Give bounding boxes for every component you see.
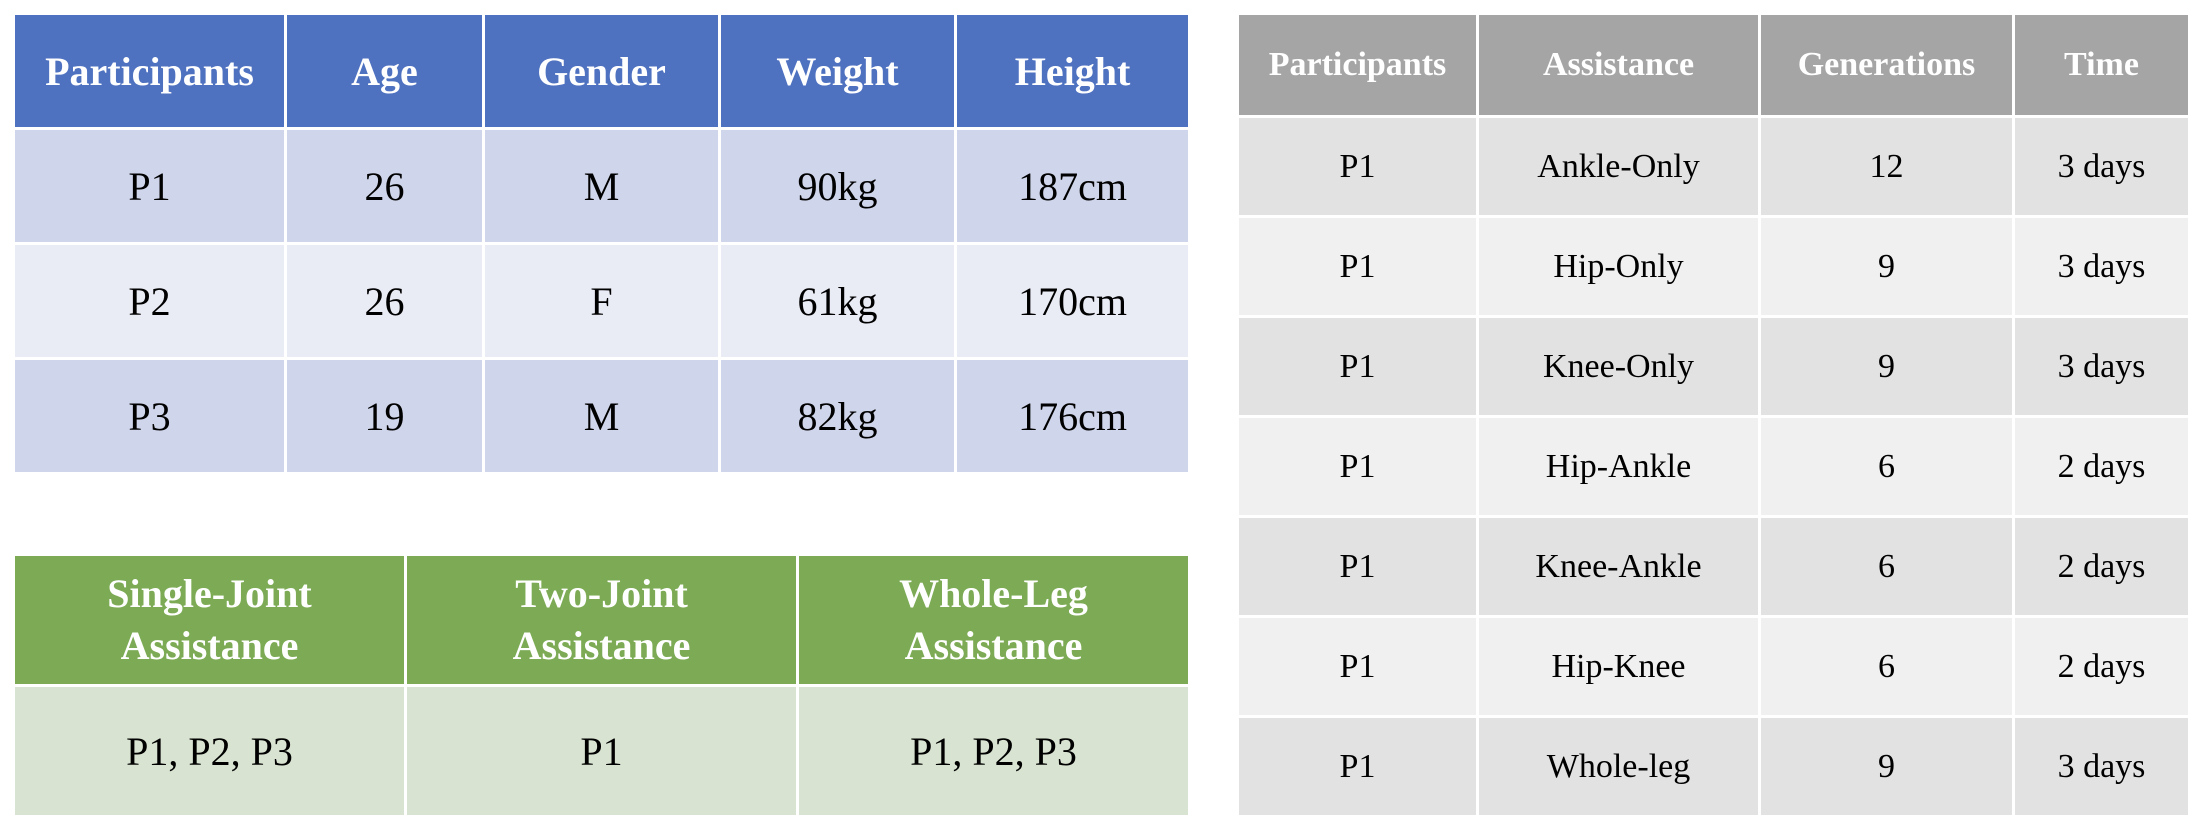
table-row: P1, P2, P3 P1 P1, P2, P3: [12, 684, 1191, 818]
header-line: Single-Joint: [107, 571, 312, 616]
cell-gender: M: [482, 127, 721, 245]
cell-weight: 61kg: [718, 242, 957, 360]
cell-assistance: Knee-Ankle: [1476, 515, 1761, 618]
cell-participant: P1: [1236, 515, 1479, 618]
cell-single-joint: P1, P2, P3: [12, 684, 407, 818]
header-line: Assistance: [904, 623, 1083, 668]
table-row: P3 19 M 82kg 176cm: [12, 357, 1191, 475]
cell-height: 187cm: [954, 127, 1191, 245]
header-single-joint: Single-Joint Assistance: [12, 553, 407, 687]
cell-two-joint: P1: [404, 684, 799, 818]
header-height: Height: [954, 12, 1191, 130]
cell-generations: 9: [1758, 315, 2015, 418]
table-row: P1 Hip-Only 9 3 days: [1236, 215, 2191, 318]
header-two-joint: Two-Joint Assistance: [404, 553, 799, 687]
cell-participant: P2: [12, 242, 287, 360]
cell-whole-leg: P1, P2, P3: [796, 684, 1191, 818]
cell-time: 2 days: [2012, 515, 2191, 618]
header-time: Time: [2012, 12, 2191, 118]
cell-participant: P1: [1236, 615, 1479, 718]
table-row: P1 26 M 90kg 187cm: [12, 127, 1191, 245]
table-row: P1 Ankle-Only 12 3 days: [1236, 115, 2191, 218]
header-age: Age: [284, 12, 485, 130]
cell-time: 3 days: [2012, 215, 2191, 318]
cell-participant: P3: [12, 357, 287, 475]
cell-time: 2 days: [2012, 615, 2191, 718]
cell-age: 26: [284, 127, 485, 245]
table-row: P2 26 F 61kg 170cm: [12, 242, 1191, 360]
header-gender: Gender: [482, 12, 721, 130]
coverage-table: Single-Joint Assistance Two-Joint Assist…: [12, 553, 1191, 818]
cell-participant: P1: [1236, 115, 1479, 218]
header-line: Whole-Leg: [899, 571, 1088, 616]
cell-assistance: Hip-Knee: [1476, 615, 1761, 718]
header-weight: Weight: [718, 12, 957, 130]
cell-participant: P1: [1236, 315, 1479, 418]
cell-time: 3 days: [2012, 315, 2191, 418]
cell-assistance: Knee-Only: [1476, 315, 1761, 418]
header-whole-leg: Whole-Leg Assistance: [796, 553, 1191, 687]
header-participants: Participants: [12, 12, 287, 130]
cell-height: 176cm: [954, 357, 1191, 475]
cell-gender: M: [482, 357, 721, 475]
generations-header-row: Participants Assistance Generations Time: [1236, 12, 2191, 118]
cell-generations: 6: [1758, 615, 2015, 718]
cell-weight: 82kg: [718, 357, 957, 475]
cell-generations: 9: [1758, 715, 2015, 818]
participants-table: Participants Age Gender Weight Height P1…: [12, 12, 1191, 475]
header-generations: Generations: [1758, 12, 2015, 118]
cell-participant: P1: [1236, 715, 1479, 818]
cell-assistance: Hip-Only: [1476, 215, 1761, 318]
table-row: P1 Hip-Ankle 6 2 days: [1236, 415, 2191, 518]
cell-participant: P1: [12, 127, 287, 245]
table-row: P1 Whole-leg 9 3 days: [1236, 715, 2191, 818]
cell-generations: 6: [1758, 415, 2015, 518]
cell-height: 170cm: [954, 242, 1191, 360]
cell-generations: 6: [1758, 515, 2015, 618]
cell-age: 26: [284, 242, 485, 360]
cell-assistance: Ankle-Only: [1476, 115, 1761, 218]
table-row: P1 Knee-Ankle 6 2 days: [1236, 515, 2191, 618]
header-participants: Participants: [1236, 12, 1479, 118]
cell-participant: P1: [1236, 415, 1479, 518]
generations-table: Participants Assistance Generations Time…: [1236, 12, 2191, 818]
cell-time: 3 days: [2012, 715, 2191, 818]
cell-weight: 90kg: [718, 127, 957, 245]
table-row: P1 Hip-Knee 6 2 days: [1236, 615, 2191, 718]
cell-generations: 12: [1758, 115, 2015, 218]
coverage-header-row: Single-Joint Assistance Two-Joint Assist…: [12, 553, 1191, 687]
header-line: Two-Joint: [515, 571, 688, 616]
cell-generations: 9: [1758, 215, 2015, 318]
cell-participant: P1: [1236, 215, 1479, 318]
table-row: P1 Knee-Only 9 3 days: [1236, 315, 2191, 418]
header-line: Assistance: [120, 623, 299, 668]
participants-header-row: Participants Age Gender Weight Height: [12, 12, 1191, 130]
cell-gender: F: [482, 242, 721, 360]
cell-age: 19: [284, 357, 485, 475]
cell-time: 3 days: [2012, 115, 2191, 218]
header-assistance: Assistance: [1476, 12, 1761, 118]
cell-assistance: Whole-leg: [1476, 715, 1761, 818]
header-line: Assistance: [512, 623, 691, 668]
cell-assistance: Hip-Ankle: [1476, 415, 1761, 518]
cell-time: 2 days: [2012, 415, 2191, 518]
